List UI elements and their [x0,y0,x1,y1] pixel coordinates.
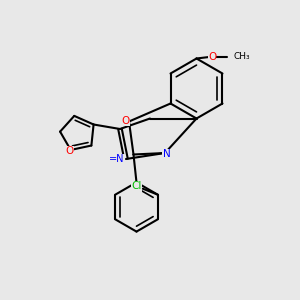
Text: O: O [65,146,73,156]
Text: O: O [208,52,216,62]
Text: N: N [163,149,170,160]
Text: CH₃: CH₃ [234,52,250,62]
Text: Cl: Cl [131,181,141,191]
Text: =N: =N [109,154,124,164]
Text: O: O [121,116,130,126]
